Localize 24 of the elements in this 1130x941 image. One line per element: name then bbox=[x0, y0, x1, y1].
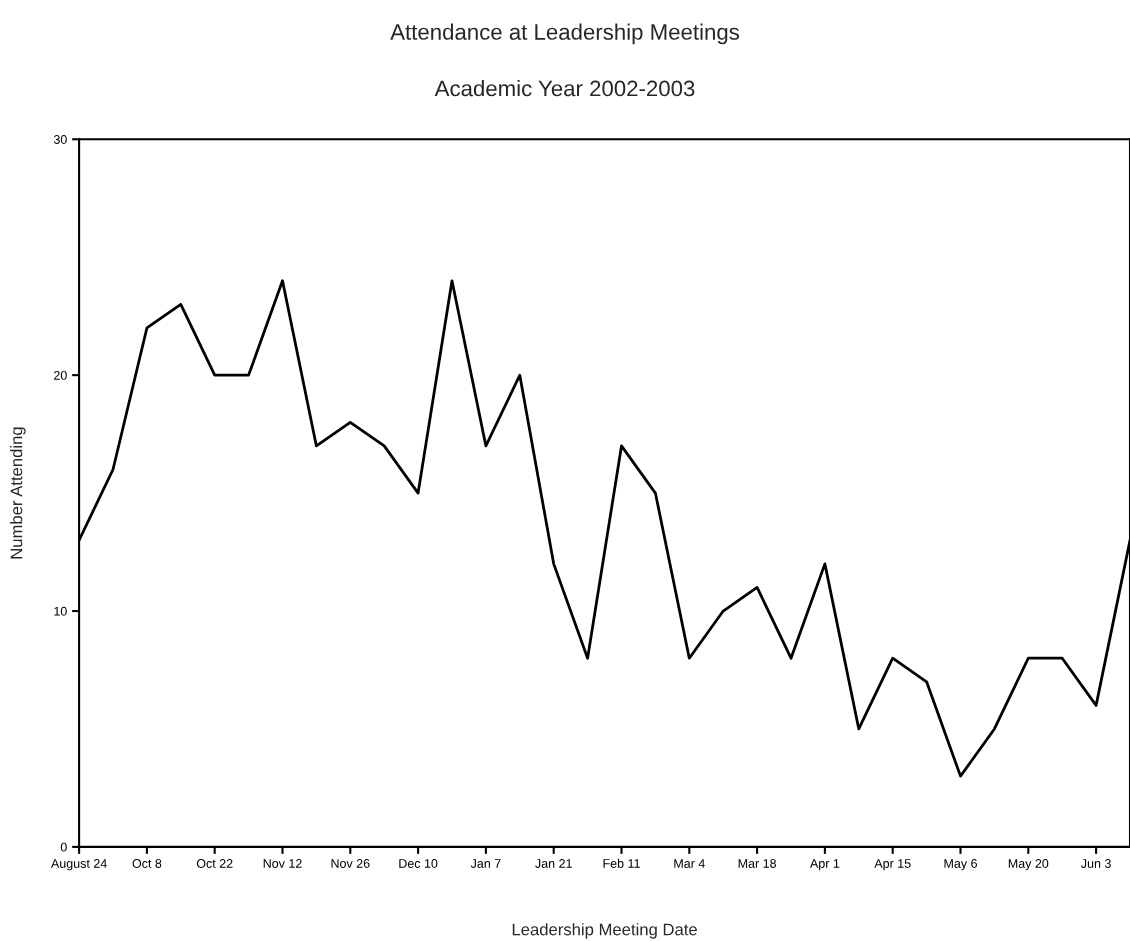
x-tick-label: Nov 26 bbox=[331, 859, 370, 868]
x-tick-label: May 20 bbox=[1008, 859, 1049, 871]
x-tick-label: Oct 22 bbox=[196, 859, 233, 868]
x-tick-label: Apr 15 bbox=[874, 859, 911, 871]
y-tick-label: 30 bbox=[53, 135, 67, 144]
x-tick-label: August 24 bbox=[50, 859, 107, 871]
x-tick-label: Oct 8 bbox=[132, 859, 162, 868]
x-tick-label: Jun 3 bbox=[1081, 859, 1111, 868]
y-tick-label: 0 bbox=[60, 842, 67, 852]
y-tick-label: 20 bbox=[54, 370, 67, 380]
x-tick-label: Jan 21 bbox=[535, 859, 572, 868]
chart-subtitle: Academic Year 2002-2003 bbox=[434, 79, 695, 97]
x-tick-label: Jan 7 bbox=[470, 859, 501, 868]
x-tick-label: Dec 10 bbox=[399, 859, 438, 868]
x-tick-label: Apr 1 bbox=[809, 859, 840, 871]
y-axis-title: Number Attending bbox=[10, 427, 26, 559]
chart-title: Attendance at Leadership Meetings bbox=[390, 23, 740, 45]
x-tick-label: Nov 12 bbox=[263, 859, 302, 868]
x-tick-label: Feb 11 bbox=[603, 858, 640, 868]
x-tick-label: May 6 bbox=[944, 859, 977, 871]
y-tick-label: 10 bbox=[54, 606, 67, 616]
x-axis-title: Leadership Meeting Date bbox=[512, 923, 697, 939]
x-tick-label: Mar 18 bbox=[738, 859, 777, 868]
x-tick-label: Mar 4 bbox=[674, 859, 705, 868]
